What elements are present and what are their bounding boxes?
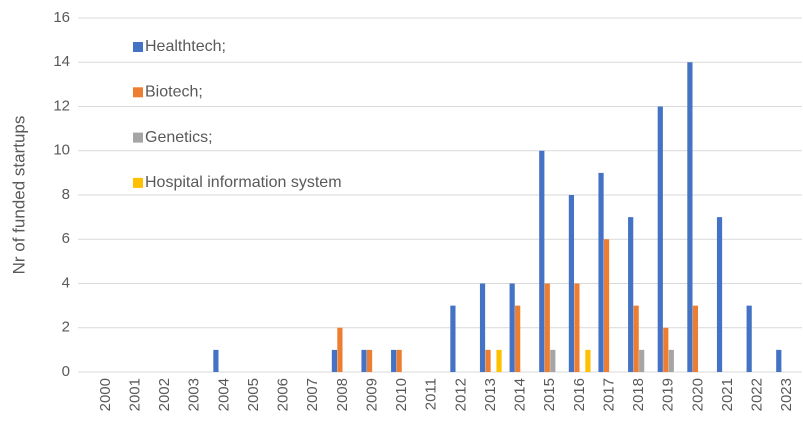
x-tick-label: 2021 xyxy=(719,378,736,411)
x-tick-label: 2002 xyxy=(156,378,173,411)
x-tick-label: 2019 xyxy=(660,378,677,411)
bar xyxy=(509,283,515,372)
x-tick-label: 2023 xyxy=(778,378,795,411)
x-tick-label: 2003 xyxy=(186,378,203,411)
legend-swatch xyxy=(133,177,143,188)
bar xyxy=(391,349,397,372)
x-tick-label: 2017 xyxy=(600,378,617,411)
x-tick-label: 2001 xyxy=(126,378,143,411)
y-tick-label: 6 xyxy=(62,230,70,247)
bar xyxy=(585,349,591,372)
x-tick-label: 2012 xyxy=(452,378,469,411)
bar xyxy=(544,283,550,372)
x-tick-label: 2014 xyxy=(512,378,529,411)
bar xyxy=(337,327,343,372)
legend-label: Biotech; xyxy=(145,84,203,101)
x-tick-label: 2018 xyxy=(630,378,647,411)
bar xyxy=(396,349,402,372)
bar xyxy=(574,283,580,372)
legend-swatch xyxy=(133,42,143,52)
bar xyxy=(746,305,752,372)
bar xyxy=(539,150,545,372)
x-tick-label: 2008 xyxy=(334,378,351,411)
y-tick-label: 4 xyxy=(62,274,70,291)
x-tick-label: 2015 xyxy=(541,378,558,411)
y-axis-label: Nr of funded startups xyxy=(9,116,28,275)
legend-swatch xyxy=(133,87,143,98)
y-tick-label: 8 xyxy=(62,186,70,203)
legend-label: Hospital information system xyxy=(145,174,342,191)
bar xyxy=(776,349,782,372)
bar xyxy=(668,349,674,372)
x-tick-label: 2010 xyxy=(393,378,410,411)
bar xyxy=(628,217,634,372)
x-tick-label: 2000 xyxy=(97,378,114,411)
bar xyxy=(496,349,502,372)
bar xyxy=(657,106,663,372)
y-tick-label: 16 xyxy=(53,9,70,26)
x-tick-label: 2013 xyxy=(482,378,499,411)
bar xyxy=(598,172,604,372)
bar xyxy=(213,349,219,372)
bar xyxy=(568,195,575,372)
bar xyxy=(479,283,486,372)
bar xyxy=(366,349,373,372)
legend-label: Genetics; xyxy=(145,129,213,146)
bar xyxy=(692,305,699,372)
y-tick-label: 2 xyxy=(62,319,70,336)
x-tick-label: 2009 xyxy=(363,378,380,411)
bar xyxy=(633,305,639,372)
y-tick-label: 14 xyxy=(53,53,70,70)
legend-label: Healthtech; xyxy=(145,38,226,55)
x-tick-label: 2006 xyxy=(275,378,292,411)
x-tick-label: 2022 xyxy=(749,378,766,411)
y-tick-label: 12 xyxy=(53,97,70,114)
y-tick-label: 10 xyxy=(53,142,70,159)
bar xyxy=(450,305,456,372)
bar xyxy=(331,349,338,372)
bar xyxy=(639,349,645,372)
bar xyxy=(485,349,491,372)
x-tick-label: 2007 xyxy=(304,378,321,411)
y-tick-label: 0 xyxy=(62,363,70,380)
x-tick-label: 2016 xyxy=(571,378,588,411)
bar xyxy=(716,217,723,372)
bar xyxy=(515,305,521,372)
x-tick-label: 2005 xyxy=(245,378,262,411)
legend-swatch xyxy=(133,132,143,143)
bar xyxy=(361,349,367,372)
bar xyxy=(687,62,693,372)
bar xyxy=(663,327,669,372)
x-tick-label: 2020 xyxy=(689,378,706,411)
bar xyxy=(550,349,556,372)
x-tick-label: 2011 xyxy=(423,378,440,410)
x-tick-label: 2004 xyxy=(215,378,232,411)
bar xyxy=(603,239,610,372)
